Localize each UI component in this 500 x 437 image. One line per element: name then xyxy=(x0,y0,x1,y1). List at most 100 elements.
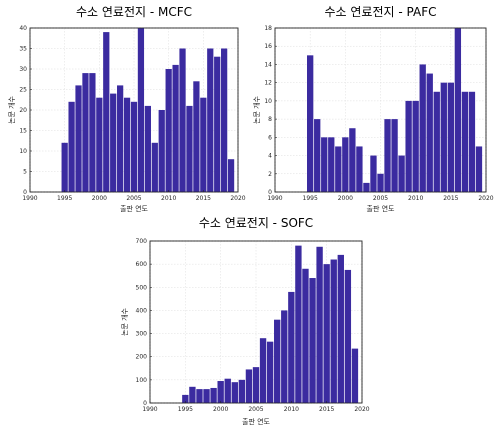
bar xyxy=(314,119,321,192)
x-axis-label: 출판 연도 xyxy=(120,204,149,213)
x-tick-label: 2020 xyxy=(354,406,369,413)
bar xyxy=(137,28,145,192)
y-tick-label: 500 xyxy=(136,284,148,291)
bar xyxy=(281,310,288,403)
x-tick-label: 2015 xyxy=(319,406,334,413)
y-tick-label: 16 xyxy=(264,43,272,50)
bar xyxy=(384,119,391,192)
x-tick-label: 2010 xyxy=(408,195,423,202)
bar xyxy=(447,82,454,192)
y-tick-label: 700 xyxy=(136,238,148,245)
bar xyxy=(165,69,172,192)
bar xyxy=(144,105,151,192)
plot-pafc: 1990 1995 2000 2005 2010 2015 2020 0 2 4 6 8 10 12 14 1… xyxy=(252,5,494,213)
bar xyxy=(117,85,124,192)
x-tick-label: 2005 xyxy=(126,195,141,202)
chart-title: 수소 연료전지 - PAFC xyxy=(325,5,437,19)
y-tick-label: 18 xyxy=(264,25,272,32)
chart-title: 수소 연료전지 - SOFC xyxy=(199,216,313,230)
bar xyxy=(342,137,349,192)
y-axis-label: 논문 개수 xyxy=(252,95,261,124)
y-tick-label: 0 xyxy=(23,189,27,196)
x-tick-label: 1990 xyxy=(267,195,282,202)
bar xyxy=(330,259,337,403)
y-tick-label: 5 xyxy=(23,169,27,176)
bar xyxy=(274,319,281,403)
y-tick-label: 10 xyxy=(264,98,272,105)
bar xyxy=(82,73,89,192)
bar xyxy=(454,28,462,192)
bar xyxy=(196,389,203,403)
bar xyxy=(103,32,110,192)
bar xyxy=(245,369,253,403)
bar xyxy=(252,367,260,403)
y-tick-label: 100 xyxy=(136,377,148,384)
bar xyxy=(110,93,117,192)
x-tick-label: 2020 xyxy=(478,195,493,202)
bar xyxy=(221,48,228,192)
bar xyxy=(302,268,309,403)
bar xyxy=(323,264,330,403)
bar xyxy=(321,137,328,192)
bar xyxy=(328,137,335,192)
plot-sofc: 1990 1995 2000 2005 2010 2015 2020 0 100 200 300 40… xyxy=(120,216,370,426)
x-tick-label: 1995 xyxy=(178,406,193,413)
bar xyxy=(433,91,440,192)
x-tick-label: 2005 xyxy=(373,195,388,202)
x-tick-label: 1995 xyxy=(57,195,72,202)
x-tick-label: 1995 xyxy=(303,195,318,202)
bar xyxy=(130,101,138,192)
bar xyxy=(266,341,274,403)
bar xyxy=(207,48,214,192)
y-axis-label: 논문 개수 xyxy=(120,307,129,336)
bar xyxy=(75,85,82,192)
x-axis-label: 출판 연도 xyxy=(367,204,396,213)
x-axis-label: 출판 연도 xyxy=(242,417,271,426)
bar xyxy=(186,105,193,192)
x-tick-label: 2005 xyxy=(248,406,263,413)
x-tick-label: 2020 xyxy=(230,195,245,202)
bar xyxy=(193,81,200,192)
y-tick-label: 40 xyxy=(19,25,27,32)
bar xyxy=(203,389,210,403)
bar xyxy=(426,73,433,192)
bar xyxy=(307,55,314,193)
bar xyxy=(189,386,196,403)
bar xyxy=(398,155,405,192)
bar xyxy=(123,97,131,192)
y-tick-label: 25 xyxy=(19,87,27,94)
bar xyxy=(475,146,483,192)
bar xyxy=(440,82,447,192)
y-tick-label: 0 xyxy=(143,400,147,407)
bar xyxy=(309,278,316,403)
x-tick-label: 2010 xyxy=(284,406,299,413)
y-tick-label: 20 xyxy=(19,107,27,114)
y-tick-label: 35 xyxy=(19,46,27,53)
x-tick-label: 2000 xyxy=(338,195,353,202)
y-tick-label: 10 xyxy=(19,148,27,155)
y-tick-label: 12 xyxy=(264,80,272,87)
bar xyxy=(151,142,158,192)
bar xyxy=(391,119,398,192)
bar xyxy=(179,48,186,192)
bar xyxy=(412,100,419,192)
bar xyxy=(288,291,295,403)
bar xyxy=(337,254,344,403)
y-tick-label: 300 xyxy=(136,331,148,338)
y-tick-label: 600 xyxy=(136,261,148,268)
bar xyxy=(461,91,469,192)
bar xyxy=(405,100,412,192)
x-tick-label: 2010 xyxy=(161,195,176,202)
y-tick-label: 2 xyxy=(268,171,272,178)
bar xyxy=(214,56,221,193)
bar xyxy=(259,338,267,403)
y-tick-label: 14 xyxy=(264,61,272,68)
bar xyxy=(182,394,189,403)
bar xyxy=(217,381,224,403)
bar xyxy=(344,269,352,403)
bar xyxy=(158,110,165,192)
bar xyxy=(356,146,363,192)
bar xyxy=(295,245,302,403)
